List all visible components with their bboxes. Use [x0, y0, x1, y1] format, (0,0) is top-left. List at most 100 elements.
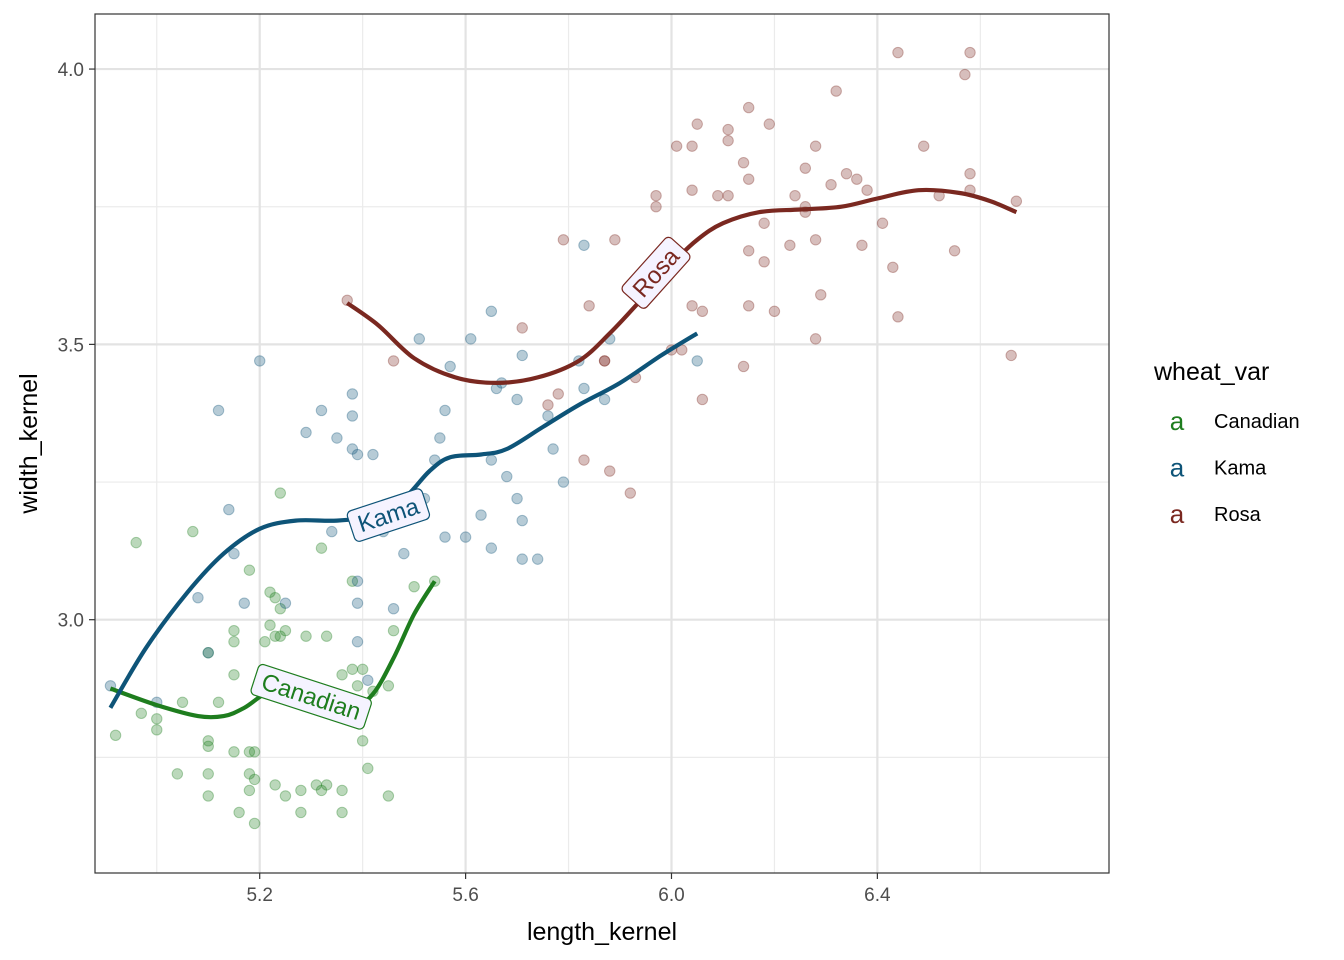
data-point-canadian	[274, 602, 286, 615]
scatter-points	[104, 46, 1023, 830]
data-point-canadian	[202, 740, 214, 753]
data-point-canadian	[274, 487, 286, 499]
data-point-rosa	[686, 184, 698, 196]
data-point-kama	[578, 382, 590, 395]
curve-label-box	[250, 663, 372, 730]
data-point-rosa	[948, 245, 961, 257]
data-point-rosa	[861, 184, 873, 196]
data-point-canadian	[274, 630, 286, 642]
data-point-rosa	[830, 85, 842, 97]
data-point-rosa	[1005, 349, 1017, 362]
data-point-rosa	[609, 234, 621, 246]
data-point-canadian	[202, 647, 214, 659]
data-point-canadian	[315, 784, 328, 797]
data-point-kama	[351, 636, 364, 648]
data-point-canadian	[243, 768, 256, 780]
data-point-kama	[557, 476, 570, 488]
y-axis: 3.0 3.5 4.0	[58, 60, 95, 632]
data-point-kama	[192, 591, 204, 604]
data-point-canadian	[336, 784, 348, 797]
data-point-rosa	[722, 134, 734, 147]
data-point-kama	[228, 547, 240, 560]
data-point-canadian	[356, 663, 369, 675]
data-point-canadian	[387, 625, 400, 637]
data-point-kama	[501, 470, 513, 483]
data-point-rosa	[964, 167, 976, 180]
data-point-rosa	[650, 190, 662, 202]
y-tick-label: 3.0	[58, 611, 84, 632]
curve-label-box	[346, 488, 431, 542]
data-point-canadian	[130, 536, 142, 549]
data-point-canadian	[346, 575, 359, 587]
data-point-canadian	[279, 625, 292, 637]
data-point-rosa	[624, 487, 637, 499]
data-point-canadian	[248, 746, 261, 758]
data-point-canadian	[228, 625, 240, 637]
data-point-canadian	[336, 806, 348, 819]
y-axis-title: width_kernel	[15, 373, 43, 514]
data-point-rosa	[737, 360, 750, 373]
data-point-canadian	[269, 630, 281, 642]
data-point-canadian	[248, 817, 261, 830]
data-point-canadian	[346, 663, 359, 675]
x-tick-label: 6.0	[658, 885, 684, 906]
data-point-rosa	[737, 156, 750, 169]
data-point-kama	[511, 393, 523, 406]
data-point-kama	[516, 553, 528, 565]
data-point-canadian	[300, 630, 312, 642]
data-point-canadian	[310, 779, 323, 791]
x-axis: 5.2 5.6 6.0 6.4	[246, 873, 891, 906]
data-point-kama	[279, 597, 292, 609]
data-point-canadian	[269, 591, 281, 604]
data-point-canadian	[315, 542, 328, 554]
data-point-rosa	[598, 355, 611, 367]
data-point-kama	[351, 575, 364, 587]
data-point-canadian	[382, 680, 395, 692]
data-point-canadian	[336, 669, 348, 681]
data-point-canadian	[151, 713, 163, 725]
data-point-canadian	[151, 724, 163, 736]
smooth-curve-kama	[108, 331, 699, 709]
x-tick-label: 6.4	[864, 885, 891, 906]
data-point-rosa	[856, 239, 868, 251]
data-point-rosa	[758, 256, 770, 268]
data-point-rosa	[809, 140, 822, 152]
legend-key-kama: a	[1170, 453, 1185, 483]
data-point-kama	[444, 360, 456, 373]
data-point-canadian	[243, 564, 256, 576]
data-point-rosa	[696, 393, 709, 406]
data-point-rosa	[789, 190, 801, 202]
data-point-kama	[475, 509, 487, 521]
data-point-rosa	[722, 123, 734, 136]
data-point-rosa	[851, 173, 863, 185]
legend-label-kama: Kama	[1214, 458, 1267, 480]
data-point-canadian	[279, 790, 292, 802]
data-point-rosa	[809, 333, 822, 345]
data-point-rosa	[959, 68, 971, 81]
legend-label-rosa: Rosa	[1214, 504, 1262, 526]
data-point-canadian	[109, 729, 122, 742]
x-tick-label: 5.2	[246, 885, 272, 906]
data-point-rosa	[918, 140, 930, 152]
data-point-kama	[367, 448, 379, 461]
data-point-kama	[485, 305, 498, 318]
data-point-kama	[598, 393, 611, 406]
data-point-rosa	[964, 46, 976, 59]
data-point-canadian	[187, 525, 199, 538]
data-point-kama	[398, 547, 410, 560]
data-point-rosa	[387, 355, 400, 367]
data-point-rosa	[815, 289, 827, 301]
data-point-rosa	[840, 167, 853, 180]
data-point-kama	[547, 443, 559, 455]
data-point-canadian	[202, 735, 214, 747]
data-point-rosa	[876, 217, 889, 229]
data-point-rosa	[784, 239, 796, 251]
data-point-kama	[254, 355, 266, 367]
data-point-rosa	[712, 190, 724, 202]
legend-title: wheat_var	[1153, 358, 1269, 386]
data-point-rosa	[686, 140, 698, 152]
grid-major	[95, 14, 1109, 873]
data-point-kama	[465, 333, 477, 345]
data-point-rosa	[892, 46, 904, 59]
data-point-rosa	[583, 300, 595, 312]
